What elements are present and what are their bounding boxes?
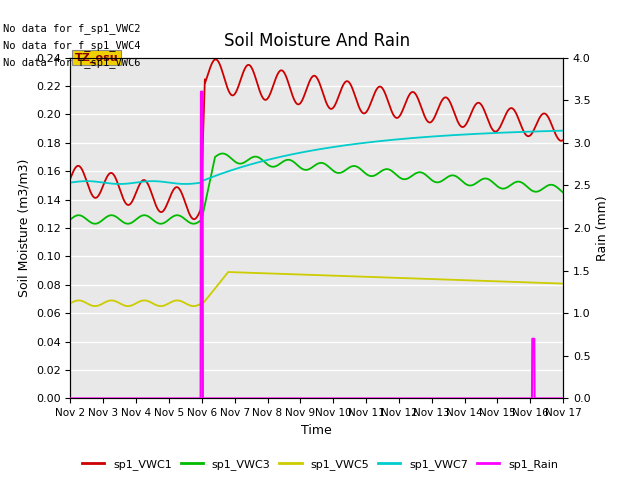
Text: TZ_osu: TZ_osu [75,52,118,63]
X-axis label: Time: Time [301,424,332,437]
Text: No data for f_sp1_VWC6: No data for f_sp1_VWC6 [3,57,141,68]
Legend: sp1_VWC1, sp1_VWC3, sp1_VWC5, sp1_VWC7, sp1_Rain: sp1_VWC1, sp1_VWC3, sp1_VWC5, sp1_VWC7, … [77,455,563,474]
Text: No data for f_sp1_VWC4: No data for f_sp1_VWC4 [3,40,141,51]
Text: No data for f_sp1_VWC2: No data for f_sp1_VWC2 [3,23,141,34]
Y-axis label: Soil Moisture (m3/m3): Soil Moisture (m3/m3) [17,159,30,297]
Title: Soil Moisture And Rain: Soil Moisture And Rain [224,33,410,50]
Y-axis label: Rain (mm): Rain (mm) [596,195,609,261]
